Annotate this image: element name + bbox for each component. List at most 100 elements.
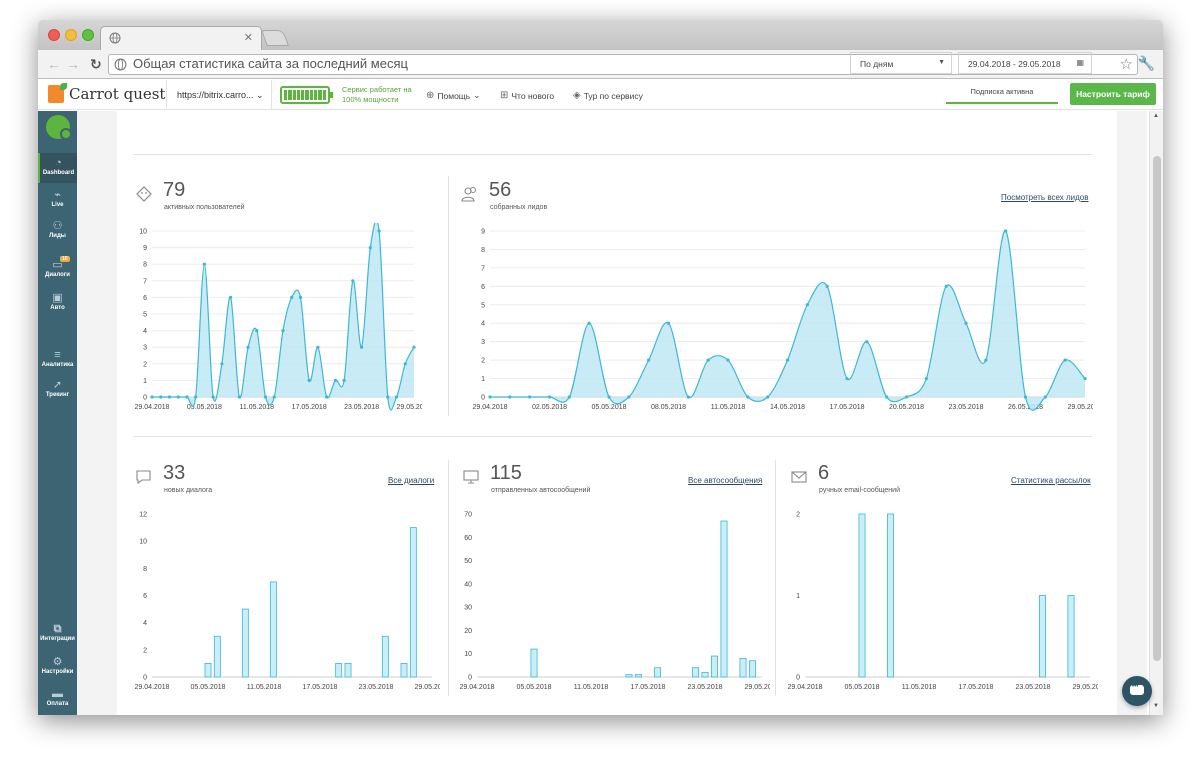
sidebar-item-label: Авто <box>50 305 65 311</box>
bookmark-star-icon[interactable]: ☆ <box>1119 56 1133 73</box>
x-tick-label: 23.05.2018 <box>948 404 983 411</box>
auto-message-icon: ▣ <box>52 292 63 304</box>
scrollbar-thumb[interactable] <box>1153 156 1161 661</box>
x-tick-label: 05.05.2018 <box>591 404 626 411</box>
x-tick-label: 20.05.2018 <box>889 404 924 411</box>
sidebar-item-settings[interactable]: ⚙ Настройки <box>38 656 77 675</box>
y-tick-label: 20 <box>464 628 472 635</box>
bar <box>335 663 343 678</box>
gauge-icon: ◔ <box>55 157 62 169</box>
sidebar-item-dialogs[interactable]: ▭ 10 Диалоги <box>38 256 77 278</box>
data-point <box>825 284 829 288</box>
page-scrollbar[interactable]: ▲ ▼ <box>1149 111 1163 715</box>
period-select[interactable]: По дням ▼ <box>850 52 952 74</box>
bar <box>530 648 538 678</box>
x-tick-label: 29.04.2018 <box>459 684 494 691</box>
all-dialogs-link[interactable]: Все диалоги <box>388 476 435 485</box>
y-tick-label: 0 <box>468 675 472 682</box>
subscription-status: Подписка активна <box>970 87 1034 96</box>
view-all-leads-link[interactable]: Посмотреть всех лидов <box>1001 193 1089 202</box>
y-tick-label: 7 <box>143 278 147 285</box>
data-point <box>281 329 285 333</box>
address-bar[interactable] <box>108 54 1138 75</box>
logo[interactable]: Carrot quest <box>48 83 165 103</box>
bar <box>1039 595 1046 678</box>
y-tick-label: 2 <box>143 361 147 368</box>
y-tick-label: 2 <box>143 647 147 654</box>
period-select-value: По дням <box>860 59 894 69</box>
sidebar-item-auto[interactable]: ▣ Авто <box>38 292 77 311</box>
back-arrow-icon[interactable]: ← <box>47 56 61 72</box>
caret-down-icon: ▼ <box>938 59 945 66</box>
data-point <box>528 395 532 399</box>
reload-icon[interactable]: ↻ <box>90 56 102 72</box>
minimize-window-button[interactable] <box>65 29 77 41</box>
sidebar-item-label: Оплата <box>46 701 69 707</box>
new-tab-button[interactable] <box>261 30 289 46</box>
browser-tab[interactable]: ✕ <box>100 26 262 50</box>
data-point <box>386 395 390 399</box>
forward-arrow-icon[interactable]: → <box>66 56 80 72</box>
menu-whats-new-label: Что нового <box>511 90 555 101</box>
all-auto-messages-link[interactable]: Все автосообщения <box>688 476 763 485</box>
y-tick-label: 10 <box>139 229 147 236</box>
divider <box>775 460 776 696</box>
menu-whats-new[interactable]: ⊞ Что нового <box>500 90 554 101</box>
bar <box>720 520 728 678</box>
date-range-picker[interactable]: 29.04.2018 - 29.05.2018 ▦ <box>958 52 1092 74</box>
y-tick-label: 9 <box>481 229 485 236</box>
data-point <box>666 321 671 325</box>
x-tick-label: 11.05.2018 <box>240 404 275 411</box>
chevron-down-icon: ⌄ <box>256 90 264 100</box>
bar <box>400 663 408 678</box>
zoom-window-button[interactable] <box>82 29 94 41</box>
avatar[interactable] <box>46 115 72 140</box>
configure-tariff-button[interactable]: Настроить тариф <box>1070 83 1156 105</box>
scroll-up-icon[interactable]: ▲ <box>1153 113 1159 119</box>
menu-help[interactable]: ⊕ Помощь ⌄ <box>426 90 480 101</box>
x-tick-label: 11.05.2018 <box>574 684 609 691</box>
sidebar-item-analytics[interactable]: ≡ Аналитика <box>38 349 77 368</box>
sidebar-item-live[interactable]: ⌁ Live <box>38 189 77 208</box>
chat-widget-button[interactable] <box>1122 676 1152 706</box>
scroll-down-icon[interactable]: ▼ <box>1153 703 1159 709</box>
cursor-icon: ➚ <box>52 379 63 391</box>
site-selector[interactable]: https://bitrix.carro... ⌄ <box>166 80 272 110</box>
y-tick-label: 0 <box>143 395 147 402</box>
stat-value: 6 <box>818 462 830 484</box>
x-tick-label: 29.04.2018 <box>134 684 169 691</box>
series-area <box>490 230 1085 411</box>
leads-chart: 0 1 2 3 4 5 6 7 8 9 29.04.2018 02.05.2018 05.05.2018… <box>472 229 1093 412</box>
close-window-button[interactable] <box>48 29 60 41</box>
data-point <box>1063 358 1067 362</box>
sidebar-item-integrations[interactable]: ⧉ Интеграции <box>38 623 77 642</box>
y-tick-label: 1 <box>796 593 800 600</box>
browser-toolbar: ← → ↻ ☆ 🔧 <box>38 50 1163 79</box>
divider <box>133 436 1092 437</box>
data-point <box>246 345 250 349</box>
sidebar-item-billing[interactable]: ▬ Оплата <box>38 688 77 707</box>
y-tick-label: 1 <box>481 376 485 383</box>
sidebar-item-label: Трекинг <box>45 392 70 398</box>
data-point <box>627 395 631 399</box>
service-status-line1: Сервис работает на <box>342 85 412 94</box>
close-tab-icon[interactable]: ✕ <box>243 32 253 44</box>
data-point <box>272 395 276 399</box>
mailing-stats-link[interactable]: Статистика рассылок <box>1011 476 1091 485</box>
sidebar-item-leads[interactable]: ⚇ Лиды <box>38 220 77 239</box>
sidebar-item-tracking[interactable]: ➚ Трекинг <box>38 379 77 398</box>
x-tick-label: 23.05.2018 <box>687 684 722 691</box>
dialogs-chart: 0 2 4 6 8 10 12 29.04.2018 05.05.2018 11.05.2018 1… <box>134 512 440 692</box>
sidebar-item-dashboard[interactable]: ◔ Dashboard <box>38 153 77 183</box>
y-tick-label: 6 <box>143 593 147 600</box>
data-point <box>944 284 948 288</box>
menu-tour[interactable]: ◈ Тур по сервису <box>573 90 643 101</box>
wrench-icon[interactable]: 🔧 <box>1137 55 1155 71</box>
x-tick-label: 23.05.2018 <box>1015 684 1050 691</box>
stat-label: отправленных автосообщений <box>491 487 591 494</box>
stat-label: ручных email-сообщений <box>819 487 900 494</box>
divider <box>133 154 1092 155</box>
service-status: Сервис работает на 100% мощности <box>342 85 422 105</box>
bar <box>409 527 417 678</box>
x-tick-label: 29.04.2018 <box>472 404 507 411</box>
